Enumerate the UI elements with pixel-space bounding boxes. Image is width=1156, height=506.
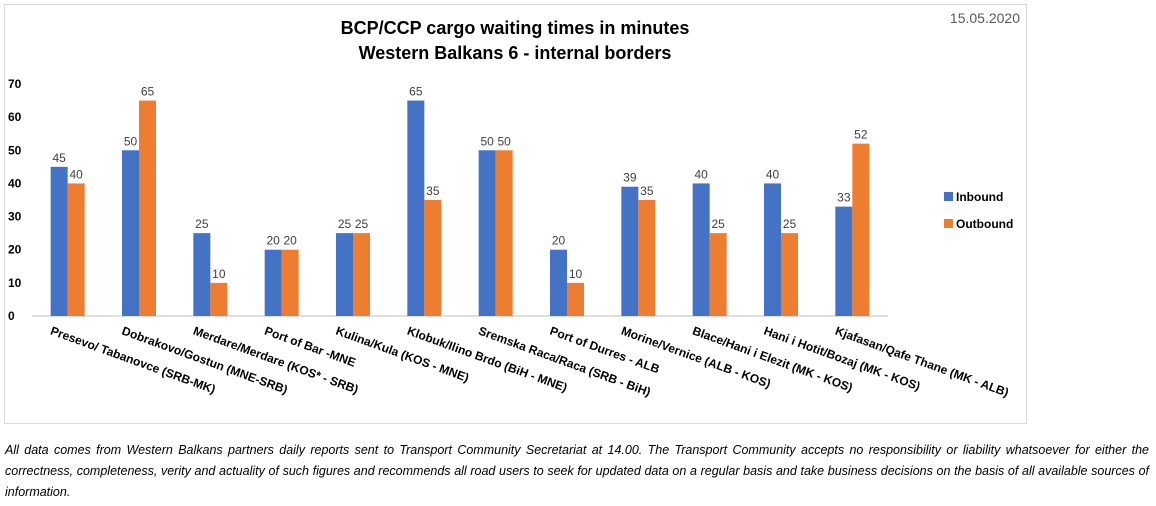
outbound-bar	[495, 150, 513, 316]
data-label: 25	[195, 217, 209, 231]
y-tick-label: 40	[8, 176, 22, 190]
data-label: 40	[694, 167, 708, 181]
report-date: 15.05.2020	[949, 10, 1020, 26]
data-label: 50	[497, 134, 511, 148]
data-label: 20	[283, 234, 297, 248]
outbound-bar	[210, 282, 228, 316]
inbound-bar	[764, 183, 781, 316]
legend-label-outbound: Outbound	[956, 217, 1013, 231]
data-label: 10	[212, 267, 226, 281]
outbound-bar	[638, 200, 656, 316]
data-label: 10	[569, 267, 583, 281]
y-tick-label: 20	[8, 243, 22, 257]
y-tick-label: 30	[8, 210, 22, 224]
data-label: 25	[783, 217, 797, 231]
y-tick-label: 50	[8, 143, 22, 157]
inbound-bar	[550, 249, 567, 316]
chart-title-block: BCP/CCP cargo waiting times in minutes W…	[0, 16, 1030, 66]
inbound-bar	[193, 233, 211, 316]
y-tick-label: 10	[8, 276, 22, 290]
data-label: 20	[266, 234, 280, 248]
data-label: 45	[52, 151, 66, 165]
data-label: 33	[837, 191, 851, 205]
data-label: 40	[766, 167, 780, 181]
inbound-bar	[264, 249, 282, 316]
data-label: 35	[426, 184, 440, 198]
data-label: 52	[854, 128, 868, 142]
outbound-bar	[424, 200, 442, 316]
data-label: 35	[640, 184, 654, 198]
y-tick-label: 60	[8, 110, 22, 124]
chart-subtitle: Western Balkans 6 - internal borders	[358, 43, 672, 63]
inbound-bar	[478, 150, 496, 316]
data-label: 25	[711, 217, 725, 231]
inbound-bar	[50, 166, 68, 316]
inbound-bar	[835, 206, 853, 316]
data-label: 65	[409, 85, 423, 99]
outbound-bar	[781, 233, 798, 316]
outbound-bar	[852, 143, 870, 316]
y-tick-label: 0	[8, 309, 15, 323]
outbound-bar	[139, 100, 156, 316]
disclaimer-footnote: All data comes from Western Balkans part…	[5, 443, 1149, 499]
category-label: Kulina/Kula (KOS - MNE)	[334, 324, 471, 385]
data-label: 25	[338, 217, 352, 231]
inbound-bar	[122, 150, 139, 316]
data-label: 40	[69, 167, 83, 181]
y-tick-label: 70	[8, 77, 22, 91]
inbound-bar	[692, 183, 710, 316]
outbound-bar	[353, 233, 370, 316]
data-label: 50	[124, 134, 138, 148]
inbound-bar	[407, 100, 425, 316]
legend-label-inbound: Inbound	[956, 190, 1003, 204]
legend-swatch-outbound	[944, 219, 953, 228]
data-label: 65	[141, 85, 155, 99]
inbound-bar	[336, 233, 353, 316]
data-label: 50	[480, 134, 494, 148]
outbound-bar	[67, 183, 85, 316]
outbound-bar	[709, 233, 727, 316]
inbound-bar	[621, 186, 639, 316]
chart-title: BCP/CCP cargo waiting times in minutes	[340, 18, 690, 38]
data-label: 25	[355, 217, 369, 231]
data-label: 39	[623, 171, 637, 185]
legend-swatch-inbound	[944, 192, 953, 201]
outbound-bar	[281, 249, 299, 316]
data-label: 20	[552, 234, 566, 248]
outbound-bar	[567, 282, 584, 316]
